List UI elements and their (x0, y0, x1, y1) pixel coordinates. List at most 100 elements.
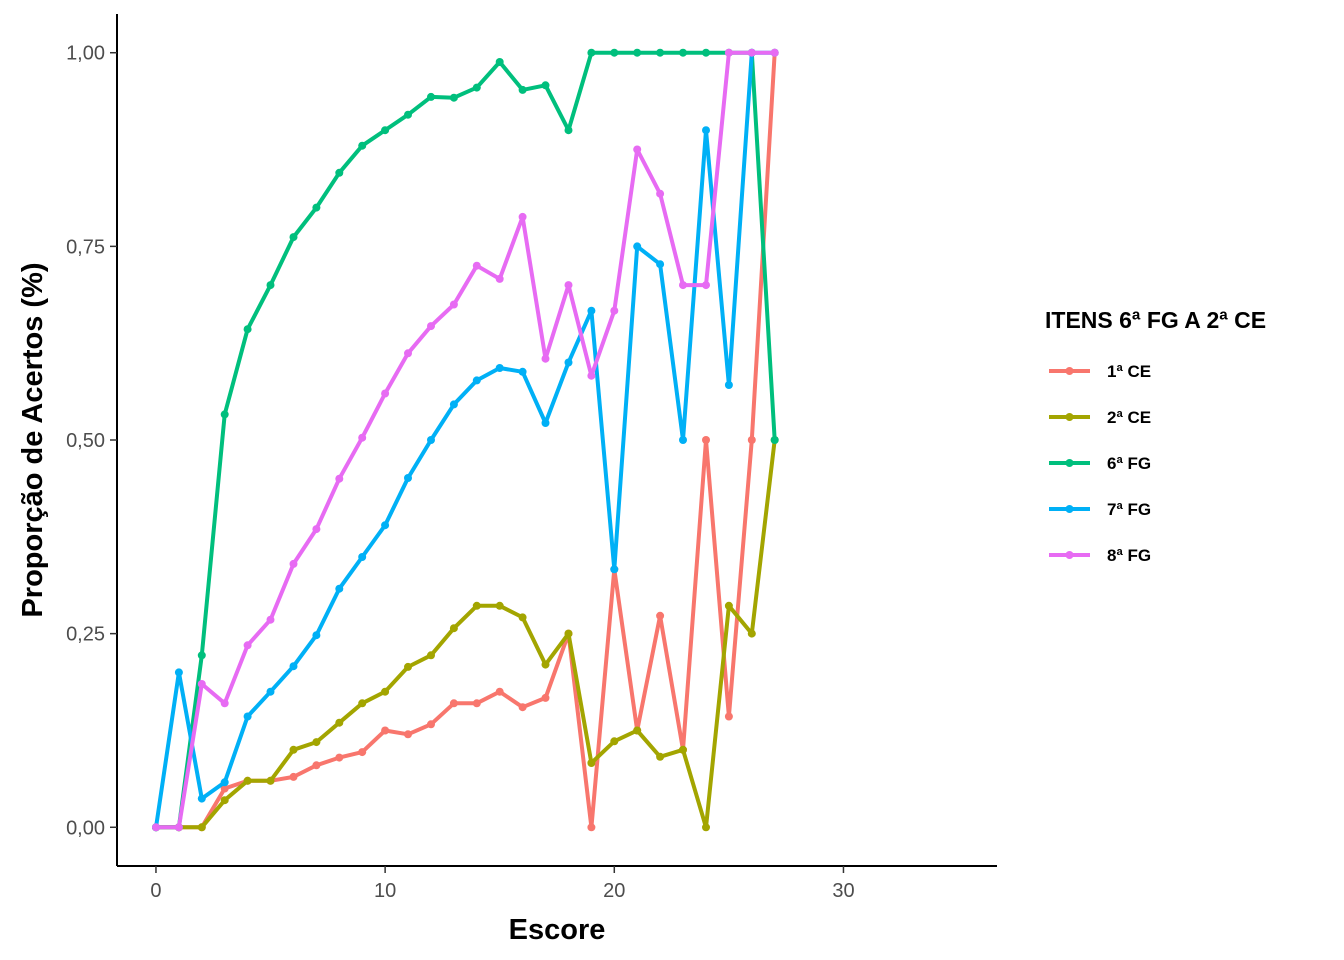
y-tick-label: 1,00 (66, 43, 105, 65)
data-point (656, 260, 665, 269)
data-point (770, 48, 779, 57)
data-point (404, 474, 412, 482)
series-line (154, 438, 777, 830)
data-point (381, 726, 390, 735)
legend-item: 6ª FG (1049, 454, 1151, 473)
data-point (358, 699, 367, 708)
ticks: 0 10 20 30 0,00 0,25 0,50 0,75 1,00 (66, 43, 855, 902)
data-point (564, 126, 573, 135)
data-point (404, 349, 412, 358)
data-point (702, 823, 710, 832)
data-point (610, 737, 619, 746)
data-point (335, 753, 344, 762)
data-point (449, 699, 458, 708)
data-point (656, 189, 665, 198)
data-point (381, 687, 390, 696)
x-tick-label: 10 (374, 880, 396, 902)
data-point (289, 745, 298, 754)
data-point (656, 752, 665, 761)
data-point (449, 400, 458, 409)
data-point (152, 823, 160, 832)
data-point (404, 662, 412, 671)
legend-label: 1ª CE (1107, 362, 1151, 381)
data-point (770, 436, 779, 444)
legend-key-point (1065, 505, 1074, 513)
data-point (220, 778, 229, 787)
data-point (449, 624, 458, 633)
data-point (220, 410, 229, 419)
data-point (358, 748, 367, 757)
series-4 (152, 48, 779, 832)
data-point (427, 322, 435, 331)
data-point (404, 730, 412, 739)
data-point (312, 738, 321, 747)
data-point (243, 712, 252, 721)
series-line (154, 50, 777, 830)
x-tick-label: 30 (832, 880, 854, 902)
data-point (724, 712, 733, 721)
data-point (220, 796, 229, 805)
legend-label: 8ª FG (1107, 546, 1151, 565)
data-point (266, 687, 275, 696)
data-point (381, 126, 390, 135)
data-point (679, 436, 687, 444)
data-point (495, 274, 504, 283)
data-point (702, 436, 710, 444)
data-point (449, 93, 458, 102)
data-point (518, 212, 527, 221)
data-point (266, 776, 275, 785)
data-point (564, 281, 573, 290)
data-point (449, 300, 458, 309)
data-point (427, 720, 435, 729)
data-point (243, 776, 252, 785)
data-point (679, 48, 687, 57)
series-line (154, 50, 777, 830)
data-point (610, 565, 619, 574)
data-point (610, 306, 619, 315)
legend-label: 6ª FG (1107, 454, 1151, 473)
data-point (289, 772, 298, 781)
data-point (518, 703, 527, 712)
data-point (472, 699, 481, 708)
data-point (243, 325, 252, 334)
data-point (427, 651, 435, 660)
data-point (312, 761, 321, 770)
data-point (541, 354, 550, 363)
data-point (587, 371, 596, 380)
y-tick-label: 0,00 (66, 817, 105, 839)
legend-key-point (1065, 367, 1074, 375)
series-5 (152, 48, 779, 832)
data-point (587, 823, 596, 832)
legend-key-point (1065, 459, 1074, 467)
data-point (358, 433, 367, 442)
data-point (472, 376, 481, 385)
data-point (541, 419, 550, 427)
data-point (266, 281, 275, 290)
legend-item: 8ª FG (1049, 546, 1151, 565)
data-point (656, 48, 665, 57)
data-point (747, 436, 756, 444)
data-point (472, 261, 481, 270)
data-point (633, 726, 642, 735)
legend-item: 2ª CE (1049, 408, 1151, 427)
data-point (289, 662, 298, 671)
series-3 (152, 48, 779, 832)
data-point (564, 629, 573, 638)
data-point (266, 615, 275, 624)
axes (116, 14, 997, 867)
data-point (495, 58, 504, 66)
data-point (724, 601, 733, 610)
data-point (587, 759, 596, 767)
data-point (633, 242, 642, 251)
legend-item: 7ª FG (1049, 500, 1151, 519)
data-point (404, 110, 412, 119)
data-point (541, 81, 550, 90)
data-point (427, 436, 435, 444)
legend-key-point (1065, 551, 1074, 559)
data-point (197, 680, 206, 688)
x-tick-label: 20 (603, 880, 625, 902)
data-point (541, 693, 550, 702)
data-point (564, 358, 573, 367)
data-point (633, 48, 642, 57)
